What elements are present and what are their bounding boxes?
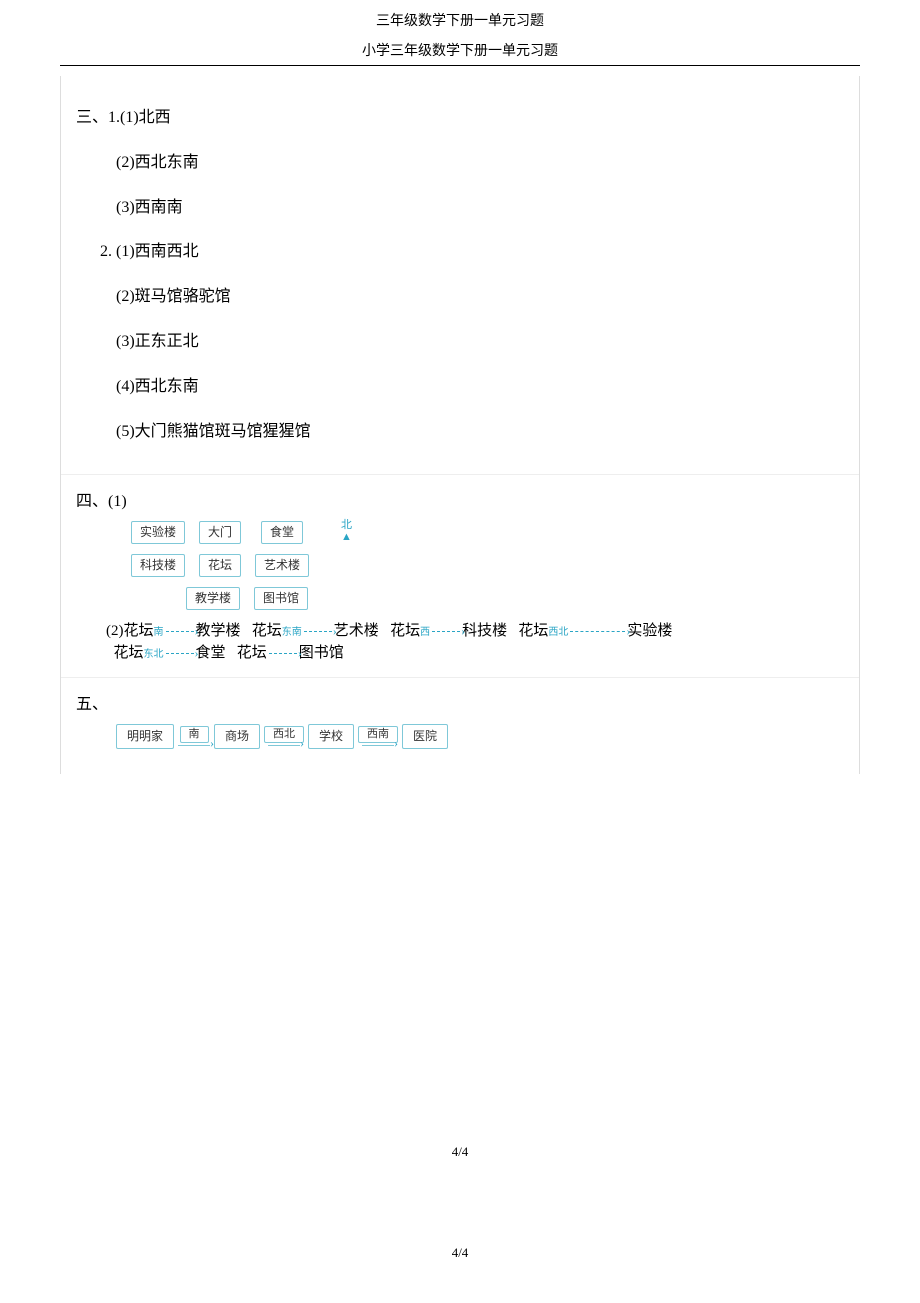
arrow-icon <box>304 631 332 632</box>
map-box-tushuguan: 图书馆 <box>254 587 308 610</box>
arrow-icon <box>269 653 297 654</box>
arrow-icon <box>570 631 625 632</box>
seq-t-2: 艺术楼 <box>334 623 379 639</box>
s3-q1-3-t: 西南南 <box>135 199 183 216</box>
seq-d-4: 西北 <box>548 627 568 638</box>
seq-f-2: 花坛 <box>252 623 282 639</box>
s3-title: 三、 <box>76 109 108 126</box>
seq-d-1: 南 <box>154 627 164 638</box>
s3-q2-3: (3)正东正北 <box>76 320 844 365</box>
s3-q1-2-t: 西北东南 <box>135 154 199 171</box>
s3-q2-3-t: 正东正北 <box>135 333 199 350</box>
seq-pair-1: 花坛南 教学楼 <box>124 623 241 639</box>
s3-q2-5: (5)大门熊猫馆斑马馆猩猩馆 <box>76 410 844 455</box>
seq-f-3: 花坛 <box>390 623 420 639</box>
s3-q2-label: 2. <box>100 243 112 260</box>
route-label-1: 南 <box>180 726 209 743</box>
s3-q2-2-n: (2) <box>116 288 135 305</box>
seq-pair-2: 花坛东南 艺术楼 <box>252 623 379 639</box>
north-icon: 北 ▲ <box>341 519 352 543</box>
section-3: 三、1.(1)北西 (2)西北东南 (3)西南南 2. (1)西南西北 (2)斑… <box>61 76 859 475</box>
map-box-shitang: 食堂 <box>261 521 303 544</box>
page-footer-1: 4/4 <box>0 1144 920 1175</box>
arrow-icon <box>178 745 210 746</box>
s3-q1-3: (3)西南南 <box>76 186 844 231</box>
s3-q2-3-n: (3) <box>116 333 135 350</box>
s3-q2-1-n: (1) <box>112 243 135 260</box>
s3-q2-4-n: (4) <box>116 378 135 395</box>
s3-q2-5-t: 大门熊猫馆斑马馆猩猩馆 <box>135 423 311 440</box>
s3-q1-3-n: (3) <box>116 199 135 216</box>
s3-q1-2-n: (2) <box>116 154 135 171</box>
route-label-2: 西北 <box>264 726 304 743</box>
s4-title: 四、(1) <box>76 487 844 511</box>
s3-q2-2-t: 斑马馆骆驼馆 <box>135 288 231 305</box>
s3-q2-2: (2)斑马馆骆驼馆 <box>76 275 844 320</box>
s3-q2-5-n: (5) <box>116 423 135 440</box>
route-box-home: 明明家 <box>116 724 174 749</box>
seq-t-5: 食堂 <box>196 645 226 661</box>
arrow-icon <box>432 631 460 632</box>
north-arrow-icon: ▲ <box>341 531 352 543</box>
route-label-3: 西南 <box>358 726 398 743</box>
seq-t-1: 教学楼 <box>196 623 241 639</box>
seq-d-3: 西 <box>420 627 430 638</box>
seq2-label: (2) <box>106 623 124 639</box>
seq-pair-5: 花坛东北 食堂 <box>114 645 226 661</box>
map-grid: 北 ▲ 实验楼 大门 食堂 科技楼 花坛 艺术楼 教学楼 图书馆 <box>131 521 401 609</box>
s3-q1-2: (2)西北东南 <box>76 141 844 186</box>
seq-t-4: 实验楼 <box>627 623 672 639</box>
map-box-damen: 大门 <box>199 521 241 544</box>
section-4: 四、(1) 北 ▲ 实验楼 大门 食堂 科技楼 花坛 艺术楼 教学楼 图书馆 (… <box>61 475 859 677</box>
header-title-2: 小学三年级数学下册一单元习题 <box>0 40 920 60</box>
north-char: 北 <box>341 519 352 531</box>
seq-d-2: 东南 <box>282 627 302 638</box>
s3-q1-label: 1. <box>108 109 120 126</box>
s3-q1-1-n: (1) <box>120 109 139 126</box>
arrow-icon <box>268 745 300 746</box>
seq-f-1: 花坛 <box>124 623 154 639</box>
seq-t-3: 科技楼 <box>462 623 507 639</box>
page-footer-2: 4/4 <box>0 1245 920 1281</box>
route-box-mall: 商场 <box>214 724 260 749</box>
s3-q2-1-t: 西南西北 <box>135 243 199 260</box>
seq-d-5: 东北 <box>144 649 164 660</box>
s4-seq2: (2)花坛南教学楼 花坛东南艺术楼 花坛西科技楼 花坛西北实验楼 花坛东北食堂 … <box>106 620 844 665</box>
content-box: 三、1.(1)北西 (2)西北东南 (3)西南南 2. (1)西南西北 (2)斑… <box>60 76 860 774</box>
section-5: 五、 明明家 南 商场 西北 学校 西南 医院 <box>61 678 859 774</box>
s3-q2-1: 2. (1)西南西北 <box>76 230 844 275</box>
arrow-icon <box>166 653 194 654</box>
seq-pair-6: 花坛 图书馆 <box>237 645 344 661</box>
map-row-2: 科技楼 花坛 艺术楼 <box>131 554 401 577</box>
header-divider <box>60 65 860 66</box>
seq-f-5: 花坛 <box>114 645 144 661</box>
s3-q1-1-t: 北西 <box>139 109 171 126</box>
map-box-huatan: 花坛 <box>199 554 241 577</box>
route: 明明家 南 商场 西北 学校 西南 医院 <box>116 724 844 749</box>
map-box-jiaoxuelou: 教学楼 <box>186 587 240 610</box>
arrow-icon <box>166 631 194 632</box>
s5-title: 五、 <box>76 690 844 714</box>
header-title-1: 三年级数学下册一单元习题 <box>0 10 920 30</box>
map-box-kejilou: 科技楼 <box>131 554 185 577</box>
seq-pair-3: 花坛西 科技楼 <box>390 623 507 639</box>
page-header: 三年级数学下册一单元习题 小学三年级数学下册一单元习题 <box>0 0 920 60</box>
route-conn-3: 西南 <box>358 726 398 746</box>
map-row-1: 实验楼 大门 食堂 <box>131 521 401 544</box>
s3-q2-4: (4)西北东南 <box>76 365 844 410</box>
route-conn-1: 南 <box>178 726 210 746</box>
seq-pair-4: 花坛西北 实验楼 <box>518 623 672 639</box>
route-conn-2: 西北 <box>264 726 304 746</box>
map-row-3: 教学楼 图书馆 <box>131 587 401 610</box>
route-box-hospital: 医院 <box>402 724 448 749</box>
s3-q2-4-t: 西北东南 <box>135 378 199 395</box>
map-box-shiyanlou: 实验楼 <box>131 521 185 544</box>
route-box-school: 学校 <box>308 724 354 749</box>
seq-f-6: 花坛 <box>237 645 267 661</box>
arrow-icon <box>362 745 394 746</box>
s3-q1-1: 三、1.(1)北西 <box>76 96 844 141</box>
seq-f-4: 花坛 <box>518 623 548 639</box>
map-box-yishulou: 艺术楼 <box>255 554 309 577</box>
seq-t-6: 图书馆 <box>299 645 344 661</box>
